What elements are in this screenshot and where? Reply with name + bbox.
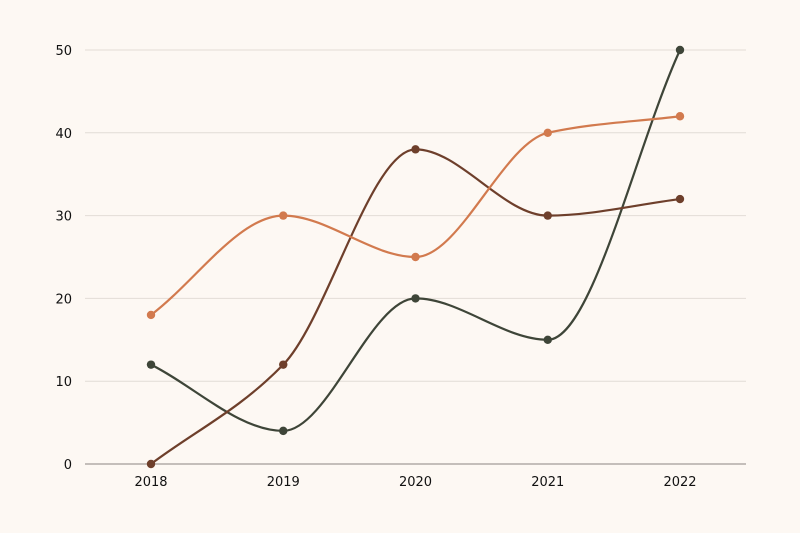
y-tick-label: 40 <box>55 127 72 142</box>
x-tick-label: 2021 <box>531 475 564 490</box>
data-point <box>543 335 552 344</box>
data-point <box>279 360 288 369</box>
y-tick-label: 50 <box>55 44 72 59</box>
y-tick-label: 20 <box>55 292 72 307</box>
x-tick-label: 2022 <box>663 475 696 490</box>
x-axis-tick-labels: 2018 2019 2020 2021 2022 <box>134 475 696 490</box>
data-points <box>146 45 685 469</box>
data-point <box>675 112 685 121</box>
data-point <box>146 310 156 320</box>
data-point <box>675 45 685 55</box>
data-point <box>279 426 288 436</box>
y-tick-label: 30 <box>55 210 72 225</box>
x-tick-label: 2018 <box>134 475 167 490</box>
series-line-2 <box>149 148 682 466</box>
data-point <box>146 360 156 369</box>
y-tick-label: 10 <box>55 375 72 390</box>
x-tick-label: 2019 <box>267 475 300 490</box>
data-point <box>146 459 156 469</box>
data-point <box>279 211 288 220</box>
data-point <box>411 145 420 154</box>
data-point <box>543 211 552 220</box>
data-point <box>543 128 552 137</box>
y-axis-tick-labels: 0 10 20 30 40 50 <box>55 44 72 473</box>
series-line-1 <box>149 48 682 432</box>
data-point <box>411 294 420 303</box>
y-tick-label: 0 <box>64 458 72 473</box>
x-tick-label: 2020 <box>399 475 432 490</box>
data-point <box>675 194 685 204</box>
data-point <box>411 252 420 262</box>
